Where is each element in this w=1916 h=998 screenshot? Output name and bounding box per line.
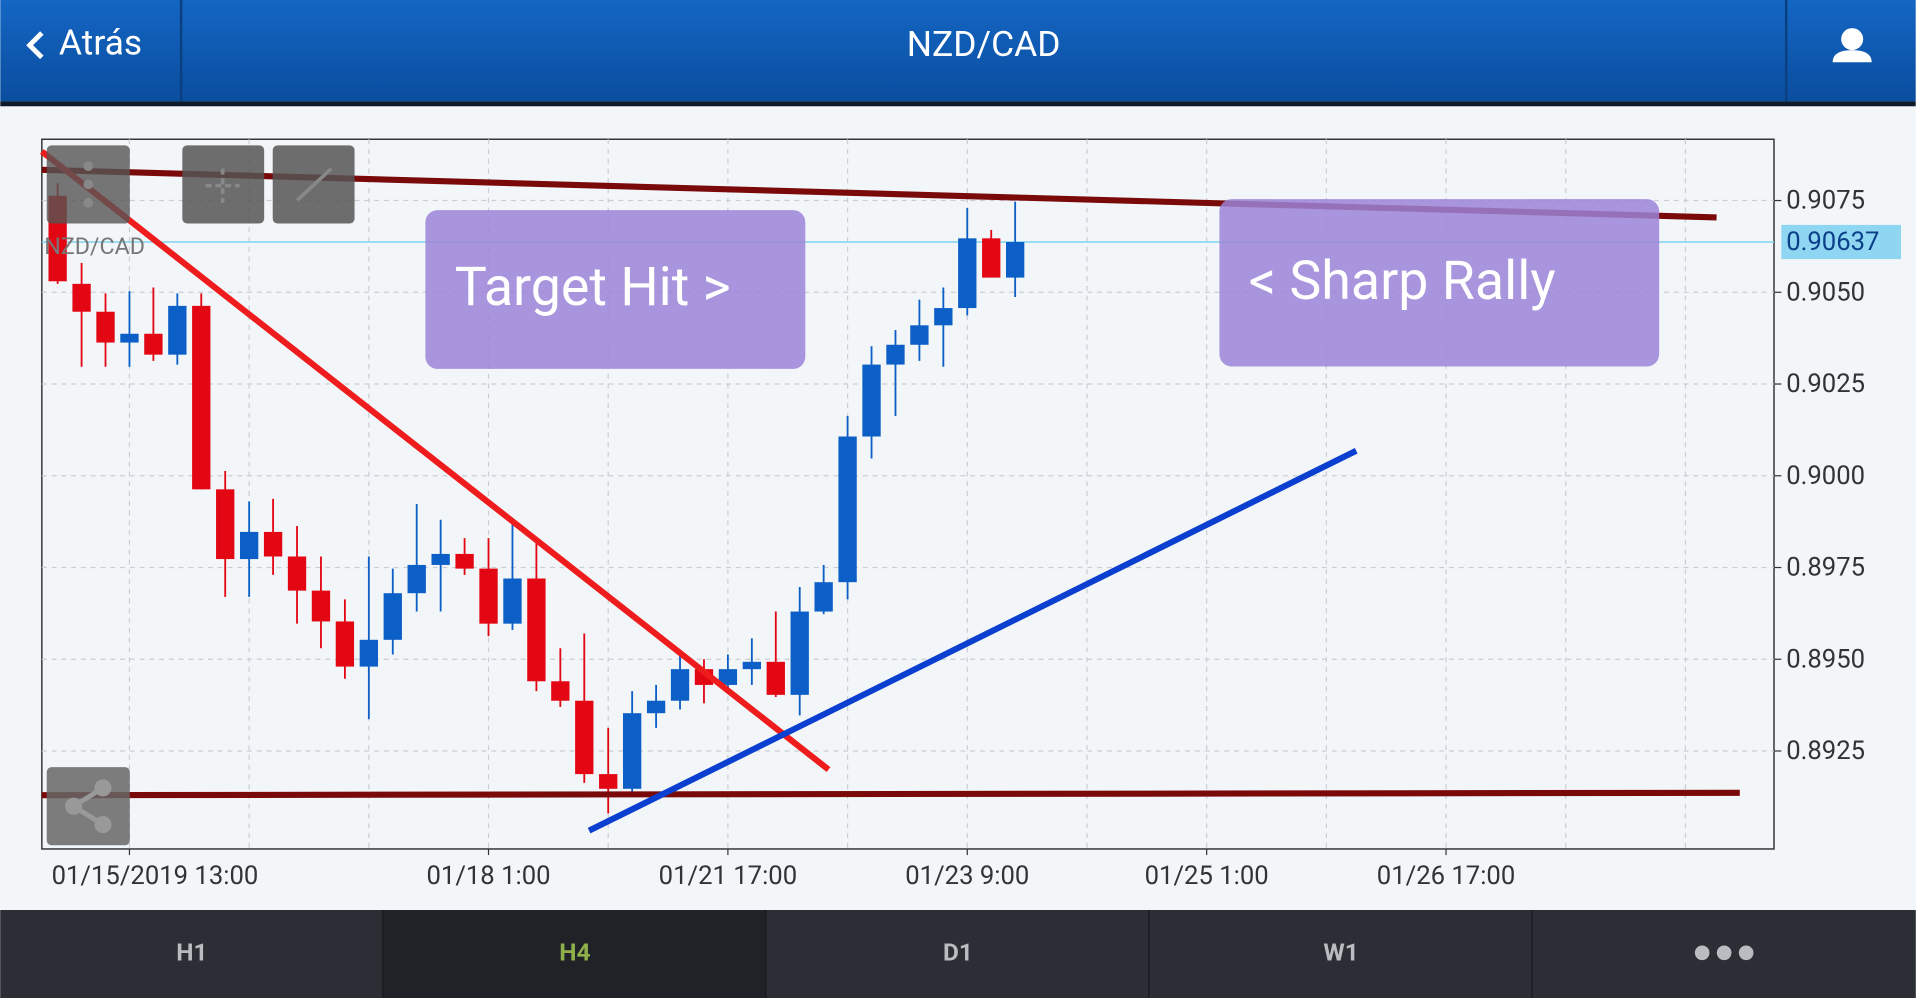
candle-body bbox=[910, 325, 929, 345]
uptrend-line bbox=[587, 448, 1358, 834]
tab[interactable] bbox=[383, 910, 767, 998]
user-icon-body bbox=[1832, 50, 1872, 63]
candle-body bbox=[838, 436, 857, 583]
support-line bbox=[41, 789, 1740, 799]
candle-body bbox=[192, 305, 211, 490]
annotation-text: < Sharp Rally bbox=[1249, 250, 1556, 313]
x-tick-label: 01/18 1:00 bbox=[427, 861, 551, 891]
candle-body bbox=[862, 364, 881, 437]
candle-body bbox=[263, 531, 283, 557]
candle-body bbox=[168, 305, 187, 355]
candle-body bbox=[934, 308, 953, 326]
y-tick-label: 0.8950 bbox=[1786, 644, 1865, 674]
tab[interactable] bbox=[1149, 910, 1533, 998]
candle-body bbox=[335, 621, 355, 667]
annotation-text: Target Hit > bbox=[455, 256, 731, 319]
candle-body bbox=[96, 311, 115, 343]
y-tick-label: 0.9025 bbox=[1786, 369, 1865, 399]
back-icon bbox=[26, 31, 44, 60]
annotation-box bbox=[425, 210, 806, 369]
tab[interactable] bbox=[0, 910, 384, 998]
candle-body bbox=[670, 669, 690, 701]
draw-line-icon bbox=[295, 167, 333, 202]
candle-body bbox=[431, 553, 450, 565]
candle-body bbox=[144, 333, 163, 355]
candle-body bbox=[551, 681, 570, 701]
more-dot bbox=[1738, 945, 1754, 961]
candle-body bbox=[120, 333, 139, 343]
candle-body bbox=[982, 238, 1001, 278]
x-tick-label: 01/23 9:00 bbox=[905, 861, 1029, 891]
candle-body bbox=[958, 238, 977, 309]
candle-body bbox=[790, 611, 809, 695]
back-button[interactable]: Atrás bbox=[26, 22, 143, 64]
overlay: Target Hit > < Sharp Rally NZD/CAD bbox=[39, 145, 1740, 846]
candle-body bbox=[383, 593, 402, 640]
y-tick-label: 0.8925 bbox=[1786, 736, 1865, 766]
candle-body bbox=[479, 568, 498, 624]
tab-label[interactable]: H1 bbox=[176, 937, 207, 966]
user-button[interactable] bbox=[1832, 28, 1872, 63]
tab-label[interactable]: W1 bbox=[1323, 937, 1358, 966]
share-icon bbox=[94, 815, 112, 834]
share-icon bbox=[65, 797, 83, 815]
candle-body bbox=[455, 553, 474, 569]
tab[interactable] bbox=[766, 910, 1150, 998]
user-icon-head bbox=[1841, 28, 1864, 51]
y-tick-label: 0.9075 bbox=[1786, 186, 1865, 216]
candle-body bbox=[216, 489, 235, 560]
more-dot bbox=[1694, 945, 1710, 961]
more-dot bbox=[1716, 945, 1732, 961]
candle-body bbox=[718, 669, 738, 685]
x-tick-label: 01/26 17:00 bbox=[1377, 861, 1515, 891]
x-tick-label: 01/21 17:00 bbox=[659, 861, 797, 891]
y-tick-label: 0.9050 bbox=[1786, 277, 1865, 307]
chart: 0.9075 0.9050 0.9025 0.9000 0.8975 0.8950 0.89… bbox=[41, 139, 1902, 891]
candle-body bbox=[527, 578, 546, 682]
tabs: H1 H4 D1 W1 bbox=[0, 910, 1916, 998]
header-bar bbox=[0, 0, 1916, 102]
menu-dot bbox=[83, 161, 94, 172]
candle-body bbox=[886, 344, 905, 365]
candle-body bbox=[359, 639, 378, 667]
menu-dot bbox=[83, 197, 94, 208]
candle-body bbox=[1005, 242, 1025, 278]
annotation-box bbox=[1219, 199, 1660, 367]
candle-body bbox=[503, 578, 522, 624]
x-tick-label: 01/15/2019 13:00 bbox=[52, 861, 259, 891]
back-label[interactable]: Atrás bbox=[59, 22, 142, 64]
candle-body bbox=[407, 564, 426, 594]
header-border bbox=[0, 101, 1916, 107]
symbol-label: NZD/CAD bbox=[44, 232, 145, 260]
crosshair-icon bbox=[205, 168, 240, 203]
candle-body bbox=[239, 531, 259, 560]
share-icon bbox=[94, 779, 112, 797]
header-title: NZD/CAD bbox=[907, 23, 1061, 65]
tab-label[interactable]: D1 bbox=[943, 937, 973, 966]
candle-body bbox=[72, 283, 91, 312]
menu-dot bbox=[83, 179, 94, 190]
candle-body bbox=[622, 713, 642, 789]
candle-body bbox=[814, 582, 833, 612]
candle-body bbox=[742, 661, 762, 670]
candle-body bbox=[766, 661, 785, 695]
y-tick-label: 0.9000 bbox=[1786, 461, 1865, 491]
candle-body bbox=[575, 700, 594, 775]
x-tick-label: 01/25 1:00 bbox=[1145, 861, 1269, 891]
candle-body bbox=[311, 590, 331, 622]
y-tick-label: 0.8975 bbox=[1786, 553, 1865, 583]
last-price-label: 0.90637 bbox=[1786, 227, 1879, 257]
candle-body bbox=[646, 700, 666, 714]
downtrend-line bbox=[39, 149, 831, 772]
candle-body bbox=[599, 774, 618, 789]
share-button[interactable] bbox=[46, 767, 130, 846]
last-price-box bbox=[1781, 224, 1902, 260]
candle-body bbox=[287, 556, 307, 591]
tab-label[interactable]: H4 bbox=[559, 937, 590, 966]
